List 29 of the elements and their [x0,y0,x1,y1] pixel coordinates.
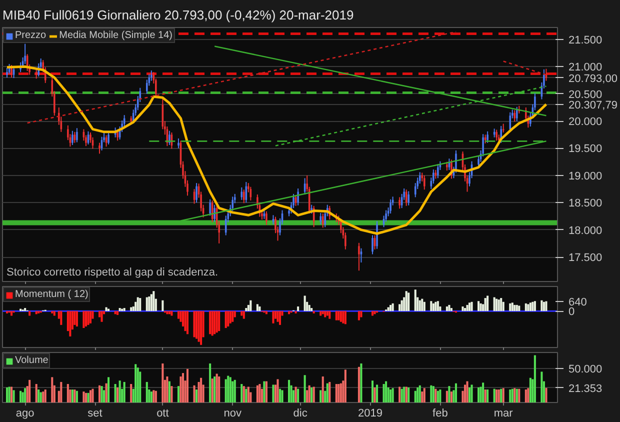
legend-label: Volume [15,355,48,366]
x-tick-label: ago [16,408,34,420]
y-tick-label: 20.793,00 [568,72,618,85]
y-tick-label: 20.000 [568,116,602,128]
x-tick-label: nov [224,408,242,420]
legend-label: Momentum ( 12) [15,289,88,300]
y-tick-label: 20.307,79 [568,99,618,112]
chart-title: MIB40 Full0619 Giornaliero 20.793,00 (-0,42%) 20-mar-2019 [2,8,354,22]
y-tick-label: 21.353 [568,382,602,395]
legend-label: Prezzo [15,30,46,41]
x-tick-label: ott [156,408,169,420]
annotation: Storico corretto rispetto al gap di scadenza. [6,266,218,278]
y-tick-label: 18.500 [568,198,602,210]
y-tick-label: 18.000 [568,224,602,237]
y-tick-label: 20.500 [568,88,602,101]
y-tick-label: 50.000 [568,363,602,376]
x-tick-label: mar [494,408,514,420]
y-tick-label: 640 [568,296,587,308]
y-tick-label: 19.000 [568,170,602,182]
legend-label: Media Mobile (Simple 14) [59,30,173,41]
y-tick-label: 0 [568,306,575,318]
y-tick-label: 17.500 [568,252,602,264]
y-tick-label: 21.000 [568,62,602,74]
x-tick-label: 2019 [358,408,382,420]
y-tick-label: 21.500 [568,34,602,46]
y-tick-label: 19.500 [568,143,602,156]
x-tick-label: feb [432,408,448,420]
x-tick-label: dic [293,408,308,420]
x-tick-label: set [88,408,102,420]
